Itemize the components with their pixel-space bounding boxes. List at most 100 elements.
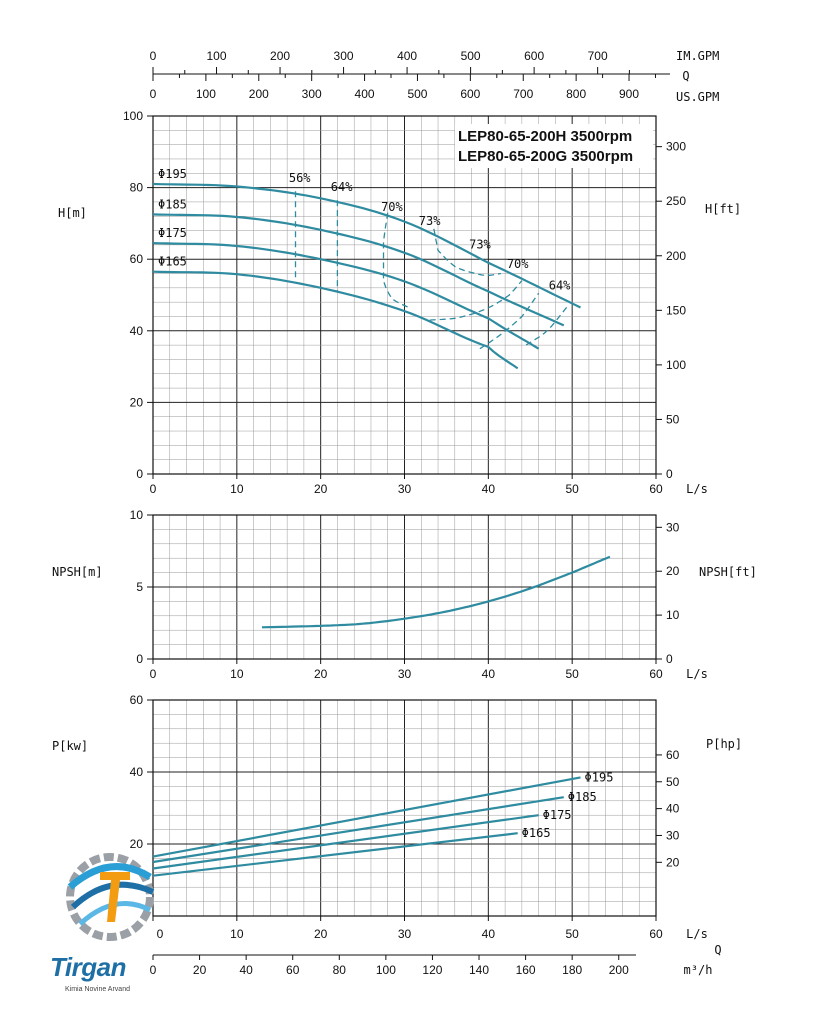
power-y-tick-label: 40 — [130, 765, 144, 779]
imgpm-tick-label: 500 — [461, 49, 481, 63]
m3h-tick-label: 200 — [609, 963, 629, 977]
npsh-ft-tick-label: 20 — [666, 564, 680, 578]
efficiency-label: 56% — [289, 171, 311, 185]
power-x-tick-label: 20 — [314, 927, 328, 941]
usgpm-tick-label: 500 — [407, 87, 427, 101]
efficiency-line — [479, 292, 540, 350]
power-series-3 — [152, 832, 518, 877]
power-grid — [152, 699, 657, 917]
power-x-tick-label: 10 — [230, 927, 244, 941]
head-x-tick-label: 30 — [398, 482, 412, 496]
power-hp-tick-label: 50 — [666, 775, 680, 789]
power-curve — [152, 814, 539, 870]
npsh-x-tick-label: 0 — [150, 667, 157, 681]
npsh-x-tick-label: 10 — [230, 667, 244, 681]
m3h-tick-label: 140 — [469, 963, 489, 977]
head-diameter-label: Φ165 — [158, 255, 187, 269]
m3h-tick-label: 40 — [239, 963, 253, 977]
head-ft-tick-label: 250 — [666, 194, 686, 208]
efficiency-label: 64% — [331, 180, 353, 194]
head-x-tick-label: 40 — [482, 482, 496, 496]
power-ylabel-left: P[kw] — [52, 739, 88, 753]
head-x-tick-label: 50 — [565, 482, 579, 496]
power-curve — [152, 832, 518, 877]
head-x-tick-label: 10 — [230, 482, 244, 496]
usgpm-tick-label: 300 — [302, 87, 322, 101]
power-series-2 — [152, 814, 539, 870]
power-y-tick-label: 20 — [130, 837, 144, 851]
m3h-tick-label: 100 — [376, 963, 396, 977]
head-series-3 — [152, 270, 519, 370]
usgpm-tick-label: 0 — [150, 87, 157, 101]
power-x-tick-label: 60 — [649, 927, 663, 941]
head-x-tick-label: 20 — [314, 482, 328, 496]
x-unit-label: L/s — [686, 667, 708, 681]
npsh-x-tick-label: 60 — [649, 667, 663, 681]
head-ylabel-right: H[ft] — [705, 202, 741, 216]
head-y-tick-label: 40 — [130, 324, 144, 338]
usgpm-tick-label: 800 — [566, 87, 586, 101]
head-series-1 — [152, 213, 565, 327]
head-y-tick-label: 100 — [123, 109, 143, 123]
m3h-tick-label: 20 — [193, 963, 207, 977]
head-ft-tick-label: 150 — [666, 303, 686, 317]
power-x-unit-label: L/s — [686, 927, 708, 941]
power-curve — [152, 776, 581, 858]
head-ft-tick-label: 50 — [666, 412, 680, 426]
efficiency-label: 70% — [381, 200, 403, 214]
efficiency-label: 70% — [507, 257, 529, 271]
head-ylabel-left: H[m] — [58, 206, 87, 220]
npsh-y-tick-label: 0 — [136, 652, 143, 666]
power-series-1 — [152, 796, 564, 864]
efficiency-label: 73% — [469, 237, 491, 251]
power-hp-tick-label: 20 — [666, 855, 680, 869]
power-hp-tick-label: 60 — [666, 748, 680, 762]
chart-title-g: LEP80-65-200G 3500rpm — [458, 148, 633, 165]
m3h-tick-label: 0 — [150, 963, 157, 977]
imgpm-tick-label: 700 — [588, 49, 608, 63]
head-x-tick-label: 60 — [649, 482, 663, 496]
efficiency-line — [525, 305, 569, 346]
imgpm-tick-label: 100 — [207, 49, 227, 63]
power-y-tick-label: 60 — [130, 693, 144, 707]
head-curve — [152, 213, 565, 327]
head-curve — [152, 182, 581, 309]
head-series-0 — [152, 182, 581, 309]
npsh-y-tick-label: 10 — [130, 508, 144, 522]
head-ft-tick-label: 0 — [666, 467, 673, 481]
head-y-tick-label: 60 — [130, 252, 144, 266]
power-hp-tick-label: 30 — [666, 828, 680, 842]
imgpm-tick-label: 400 — [397, 49, 417, 63]
efficiency-label: 73% — [419, 214, 441, 228]
head-grid — [152, 115, 657, 475]
m3h-tick-label: 120 — [422, 963, 442, 977]
efficiency-label: 64% — [549, 279, 571, 293]
power-x-tick-label: 0 — [157, 927, 164, 941]
head-ft-tick-label: 300 — [666, 140, 686, 154]
npsh-curve — [261, 555, 611, 629]
m3h-unit-label: m³/h — [684, 963, 713, 977]
m3h-tick-label: 60 — [286, 963, 300, 977]
power-x-tick-label: 30 — [398, 927, 412, 941]
head-x-tick-label: 0 — [150, 482, 157, 496]
head-series-2 — [152, 242, 540, 350]
imgpm-tick-label: 200 — [270, 49, 290, 63]
power-series-0 — [152, 776, 581, 858]
x-unit-label: L/s — [686, 482, 708, 496]
npsh-x-tick-label: 30 — [398, 667, 412, 681]
power-x-tick-label: 40 — [482, 927, 496, 941]
efficiency-line — [429, 280, 523, 321]
usgpm-unit-label: US.GPM — [676, 90, 719, 104]
imgpm-tick-label: 600 — [524, 49, 544, 63]
usgpm-tick-label: 100 — [196, 87, 216, 101]
logo-wordmark: Tirgan — [50, 952, 126, 982]
head-diameter-label: Φ195 — [158, 167, 187, 181]
power-x-tick-label: 50 — [565, 927, 579, 941]
npsh-ylabel-left: NPSH[m] — [52, 565, 103, 579]
bottom-q-label: Q — [714, 943, 721, 957]
npsh-ft-tick-label: 10 — [666, 608, 680, 622]
power-diameter-label: Φ165 — [522, 826, 551, 840]
npsh-x-tick-label: 40 — [482, 667, 496, 681]
imgpm-tick-label: 0 — [150, 49, 157, 63]
power-hp-tick-label: 40 — [666, 802, 680, 816]
